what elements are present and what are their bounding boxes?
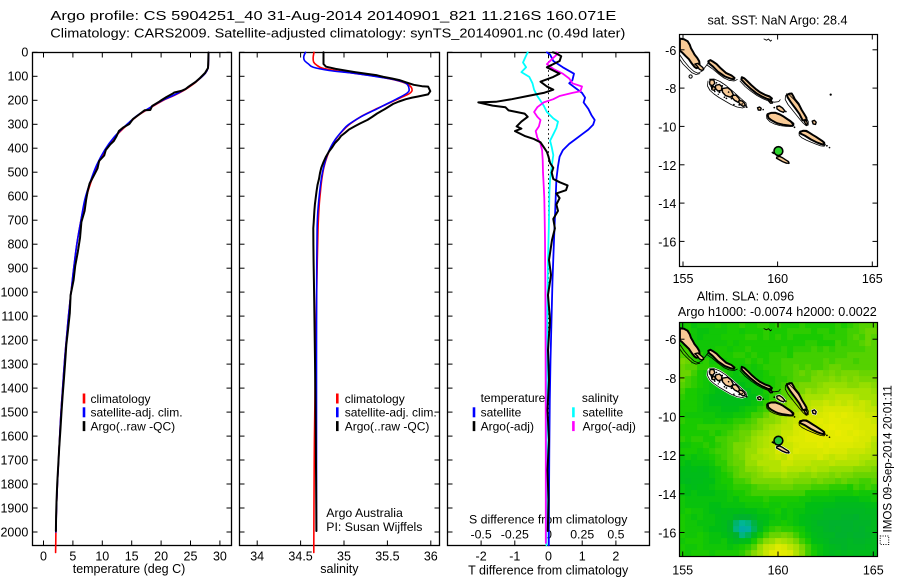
svg-text:35.5: 35.5	[375, 549, 399, 563]
svg-text:1700: 1700	[0, 453, 28, 467]
svg-text:-1: -1	[509, 549, 520, 563]
svg-text:700: 700	[7, 214, 28, 228]
svg-text:satellite-adj. clim.: satellite-adj. clim.	[345, 406, 437, 420]
svg-text:100: 100	[7, 70, 28, 84]
svg-text:satellite: satellite	[481, 406, 522, 420]
svg-text:1900: 1900	[0, 501, 28, 515]
svg-text:1300: 1300	[0, 358, 28, 372]
svg-text:T difference from climatology: T difference from climatology	[468, 563, 629, 577]
svg-text:34: 34	[250, 549, 264, 563]
svg-text:0.25: 0.25	[570, 528, 594, 542]
svg-text:Argo(-adj): Argo(-adj)	[583, 419, 636, 433]
svg-text:500: 500	[7, 166, 28, 180]
svg-text:-12: -12	[658, 449, 676, 463]
svg-text:Argo(..raw -QC): Argo(..raw -QC)	[91, 419, 176, 433]
svg-text:1500: 1500	[0, 405, 28, 419]
svg-text:200: 200	[7, 94, 28, 108]
svg-text:30: 30	[213, 549, 227, 563]
svg-text:900: 900	[7, 262, 28, 276]
svg-text:20: 20	[154, 549, 168, 563]
svg-text:Argo profile: CS 5904251_40 31: Argo profile: CS 5904251_40 31-Aug-2014 …	[50, 8, 616, 23]
svg-text:0: 0	[21, 46, 28, 60]
svg-text:satellite: satellite	[583, 406, 624, 420]
svg-text:temperature (deg C): temperature (deg C)	[73, 562, 186, 576]
svg-text:15: 15	[125, 549, 139, 563]
svg-text:Argo(..raw -QC): Argo(..raw -QC)	[345, 419, 430, 433]
svg-text:1: 1	[579, 549, 586, 563]
svg-text:-8: -8	[665, 372, 676, 386]
svg-text:2000: 2000	[0, 525, 28, 539]
svg-text:sat. SST: NaN Argo: 28.4: sat. SST: NaN Argo: 28.4	[708, 13, 848, 27]
svg-text:-0.5: -0.5	[470, 528, 491, 542]
svg-text:36: 36	[424, 549, 438, 563]
svg-text:0: 0	[545, 549, 552, 563]
svg-text:salinity: salinity	[582, 391, 619, 405]
svg-text:160: 160	[767, 272, 788, 286]
svg-text:165: 165	[862, 272, 883, 286]
svg-text:155: 155	[672, 563, 693, 577]
svg-text:34.5: 34.5	[288, 549, 312, 563]
svg-text:-10: -10	[658, 120, 676, 134]
svg-text:300: 300	[7, 118, 28, 132]
svg-text:temperature: temperature	[481, 391, 546, 405]
svg-text:-16: -16	[658, 235, 676, 249]
svg-text:600: 600	[7, 190, 28, 204]
svg-text:2: 2	[612, 549, 619, 563]
svg-text:Climatology: CARS2009. Satelli: Climatology: CARS2009. Satellite-adjuste…	[50, 25, 625, 40]
svg-text:climatology: climatology	[91, 392, 151, 406]
svg-text:IMOS 09-Sep-2014 20:01:11: IMOS 09-Sep-2014 20:01:11	[882, 385, 895, 532]
svg-text:400: 400	[7, 142, 28, 156]
svg-text:climatology: climatology	[345, 392, 405, 406]
svg-text:Argo h1000: -0.0074 h2000: 0.0: Argo h1000: -0.0074 h2000: 0.0022	[678, 305, 877, 319]
svg-text:-6: -6	[665, 44, 676, 58]
svg-text:Altim. SLA: 0.096: Altim. SLA: 0.096	[697, 290, 794, 304]
svg-text:160: 160	[768, 563, 789, 577]
svg-text:satellite-adj. clim.: satellite-adj. clim.	[91, 406, 183, 420]
svg-text:10: 10	[95, 549, 109, 563]
svg-text:1400: 1400	[0, 381, 28, 395]
svg-text:-8: -8	[665, 82, 676, 96]
svg-text:1000: 1000	[0, 286, 28, 300]
svg-text:1200: 1200	[0, 334, 28, 348]
svg-text:5: 5	[69, 549, 76, 563]
svg-text:35: 35	[337, 549, 351, 563]
svg-text:155: 155	[673, 272, 694, 286]
svg-text:1800: 1800	[0, 477, 28, 491]
svg-text:-12: -12	[658, 159, 676, 173]
svg-text:Argo(-adj): Argo(-adj)	[481, 419, 534, 433]
svg-text:PI: Susan Wijffels: PI: Susan Wijffels	[326, 520, 422, 534]
svg-text:800: 800	[7, 238, 28, 252]
svg-text:25: 25	[184, 549, 198, 563]
svg-text:-0.25: -0.25	[501, 528, 529, 542]
svg-text:-6: -6	[665, 333, 676, 347]
svg-text:-14: -14	[658, 197, 676, 211]
svg-text:Argo Australia: Argo Australia	[326, 506, 403, 520]
svg-text:salinity: salinity	[320, 562, 359, 576]
svg-text:1600: 1600	[0, 429, 28, 443]
svg-text:-14: -14	[658, 488, 676, 502]
svg-text:165: 165	[863, 563, 884, 577]
svg-text:-2: -2	[476, 549, 487, 563]
svg-text:0: 0	[40, 549, 47, 563]
svg-text:0.5: 0.5	[607, 528, 624, 542]
svg-text:-16: -16	[658, 527, 676, 541]
svg-text:-10: -10	[658, 411, 676, 425]
svg-text:1100: 1100	[1, 310, 28, 324]
